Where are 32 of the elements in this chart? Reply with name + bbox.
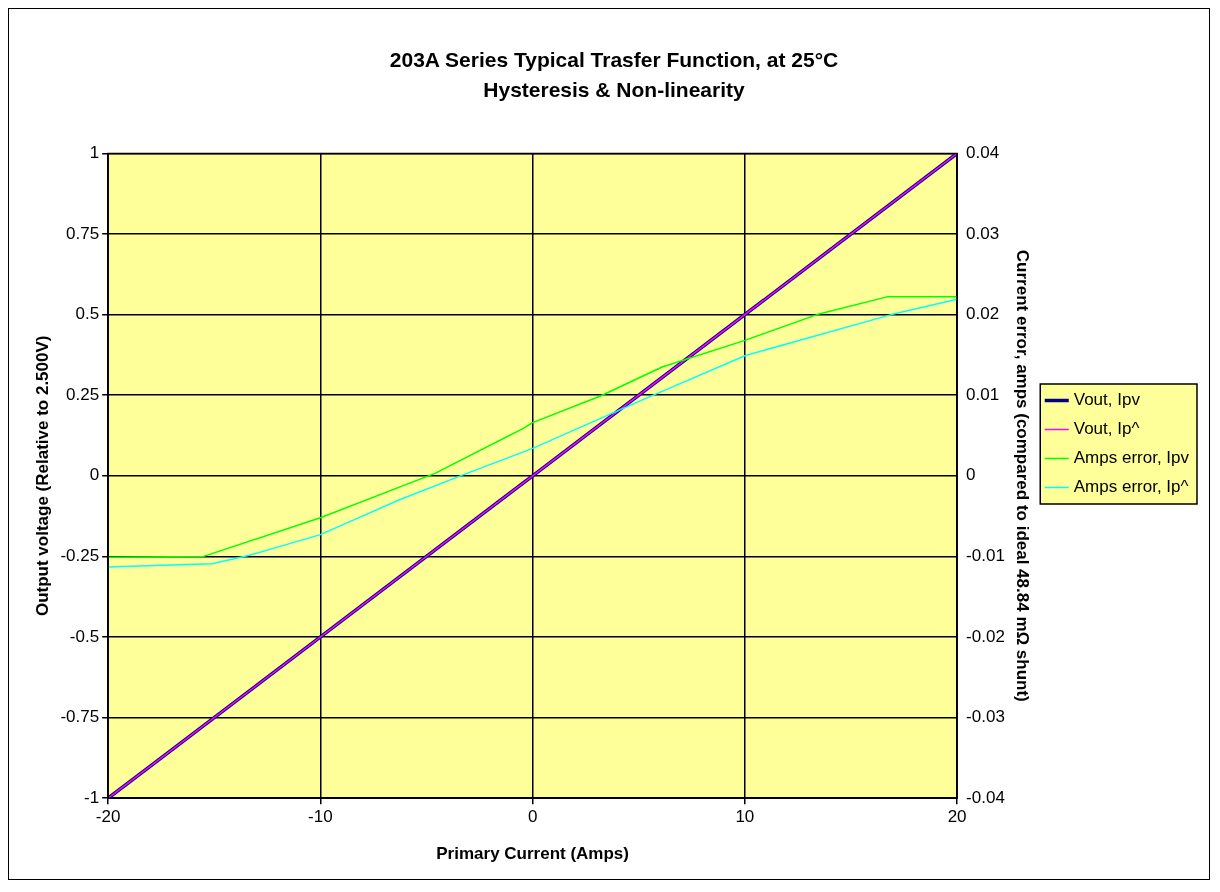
y-tick-label: -1 (84, 787, 100, 807)
y2-tick-label: 0.02 (966, 304, 1000, 324)
x-tick-label: 20 (947, 807, 967, 827)
y-tick-label: 0.75 (66, 223, 100, 243)
x-tick-label: -20 (95, 807, 121, 827)
y2-tick-label: -0.01 (966, 546, 1005, 566)
y2-tick-label: 0.03 (966, 223, 1000, 243)
y2-tick-label: -0.02 (966, 626, 1005, 646)
y-tick-label: -0.25 (60, 546, 100, 566)
y2-tick-label: 0.04 (966, 143, 1000, 163)
y2-axis-title: Current error, amps (compared to ideal 48.84 mΩ shunt) (1013, 249, 1033, 702)
y-tick-label: 1 (89, 143, 100, 163)
y-tick-label: 0 (89, 465, 100, 485)
legend-label: Vout, Ip^ (1073, 419, 1140, 439)
chart-subtitle: Hysteresis & Non-linearity (483, 77, 746, 101)
y2-tick-label: 0 (966, 465, 976, 485)
y-tick-label: 0.5 (75, 304, 100, 324)
legend-label: Amps error, Ipv (1073, 448, 1190, 468)
x-tick-label: 0 (527, 807, 538, 827)
chart-title: 203A Series Typical Trasfer Function, at 25°C (389, 48, 839, 72)
x-axis-title: Primary Current (Amps) (436, 844, 629, 864)
legend-label: Amps error, Ip^ (1073, 477, 1189, 497)
y-tick-label: -0.75 (60, 707, 100, 727)
y2-tick-label: 0.01 (966, 384, 1000, 404)
x-tick-label: -10 (308, 807, 333, 827)
x-tick-label: 10 (735, 807, 755, 827)
y-tick-label: -0.5 (69, 626, 100, 646)
y-tick-label: 0.25 (66, 384, 100, 404)
y2-tick-label: -0.04 (966, 787, 1005, 807)
legend-label: Vout, Ipv (1073, 390, 1141, 410)
y2-tick-label: -0.03 (966, 707, 1005, 727)
y-axis-title: Output voltage (Relative to 2.500V) (32, 335, 52, 617)
